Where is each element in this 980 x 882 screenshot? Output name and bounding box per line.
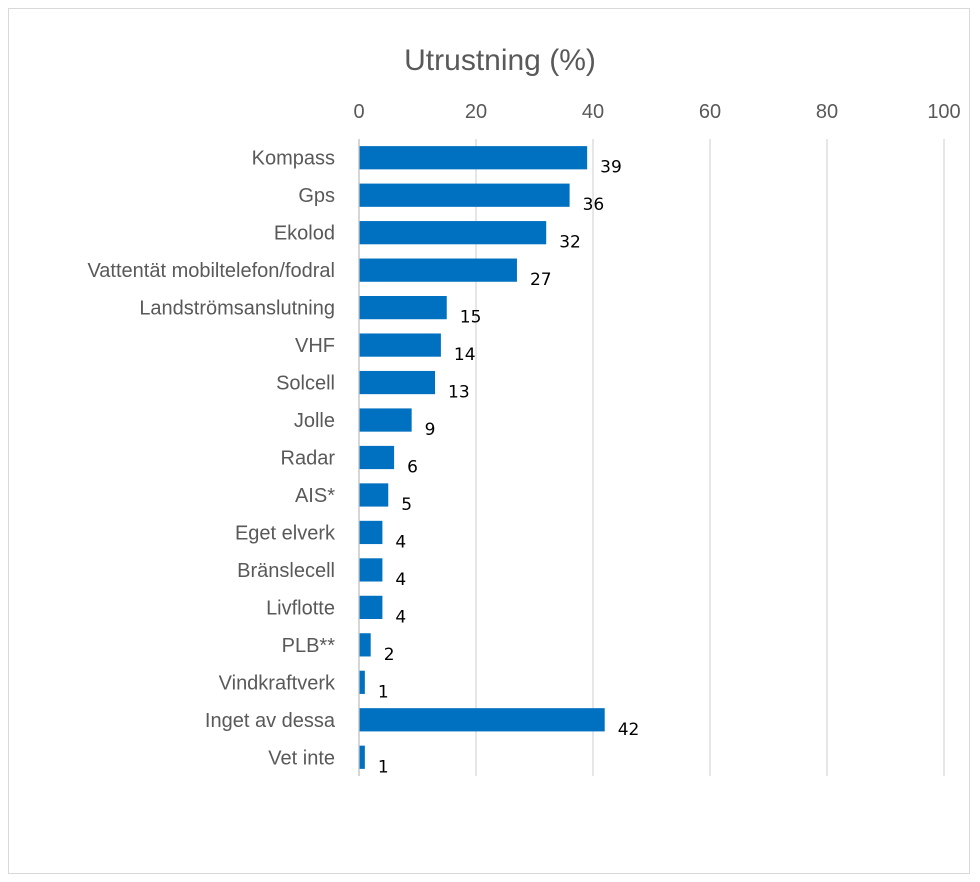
bar (359, 146, 588, 170)
x-tick-label: 80 (816, 101, 838, 123)
category-label: Kompass (252, 148, 335, 170)
bar (359, 595, 383, 619)
bar (359, 520, 383, 545)
bar (359, 408, 412, 432)
x-tick-label: 100 (927, 101, 960, 123)
bar (359, 221, 547, 245)
bar (359, 445, 395, 470)
category-labels: Kompass Gps Ekolod Vattentät mobiltelefon/f… (87, 148, 336, 770)
category-label: Solcell (276, 373, 335, 395)
x-axis-ticks: 0 20 40 60 80 100 (353, 101, 960, 123)
data-label: 42 (618, 720, 640, 740)
bar (359, 708, 605, 732)
data-label: 39 (600, 158, 622, 178)
bar (359, 558, 383, 582)
data-label: 4 (395, 607, 406, 627)
bar (359, 633, 371, 657)
category-label: Eget elverk (235, 522, 336, 544)
x-tick-label: 60 (699, 101, 721, 123)
data-label: 4 (395, 532, 406, 552)
bar (359, 333, 441, 357)
bar (359, 483, 389, 507)
category-label: Landströmsanslutning (139, 298, 335, 320)
category-label: Vattentät mobiltelefon/fodral (87, 260, 335, 282)
category-label: VHF (295, 335, 335, 357)
bar (359, 183, 570, 207)
data-label: 9 (425, 420, 436, 440)
category-label: Inget av dessa (205, 710, 336, 732)
data-label: 15 (460, 308, 482, 328)
bar (359, 670, 365, 694)
data-label: 36 (583, 195, 605, 215)
category-label: Jolle (294, 410, 335, 432)
data-label: 2 (384, 645, 395, 665)
bar (359, 370, 436, 395)
data-label: 27 (530, 270, 552, 290)
data-label: 4 (395, 570, 406, 590)
data-label: 14 (454, 345, 476, 365)
category-label: Livflotte (266, 597, 335, 619)
data-label: 32 (559, 233, 581, 253)
data-label: 1 (378, 682, 389, 702)
category-label: PLB** (282, 635, 336, 657)
category-label: Vet inte (268, 747, 335, 769)
bars (359, 146, 605, 769)
data-label: 6 (407, 458, 418, 478)
category-label: Gps (298, 185, 335, 207)
category-label: Vindkraftverk (219, 672, 336, 694)
category-label: Ekolod (274, 223, 335, 245)
bar (359, 258, 517, 282)
category-label: AIS* (295, 485, 335, 507)
x-tick-label: 0 (353, 101, 364, 123)
category-label: Bränslecell (237, 560, 335, 582)
x-tick-label: 40 (582, 101, 604, 123)
bar (359, 296, 447, 320)
x-tick-label: 20 (465, 101, 487, 123)
bar (359, 745, 365, 769)
data-label: 1 (378, 757, 389, 777)
data-label: 5 (401, 495, 412, 515)
chart-title: Utrustning (%) (404, 44, 596, 77)
category-label: Radar (281, 448, 336, 470)
data-label: 13 (448, 383, 470, 403)
gridlines (475, 139, 945, 776)
